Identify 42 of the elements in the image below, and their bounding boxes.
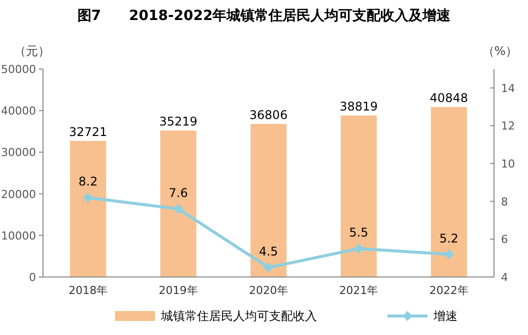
x-tick-label: 2018年 — [68, 284, 108, 297]
y2-tick-label: 4 — [501, 271, 508, 284]
point — [173, 204, 184, 214]
point — [83, 192, 94, 203]
y2-tick-label: 10 — [501, 158, 515, 171]
y2-tick-label: 12 — [501, 120, 515, 133]
y-tick-label: 40000 — [1, 104, 36, 118]
x-tick-label: 2020年 — [249, 284, 288, 297]
point — [264, 262, 274, 273]
data-label: 40848 — [430, 91, 468, 106]
chart-title: 图7 2018-2022年城镇常住居民人均可支配收入及增速 — [77, 8, 452, 24]
bar — [430, 107, 467, 277]
x-tick-label: 2021年 — [339, 284, 378, 297]
point — [444, 249, 454, 260]
data-label: 36806 — [249, 108, 288, 122]
y-tick-label: 30000 — [1, 146, 36, 160]
bar — [340, 116, 377, 277]
y-axis-title: （元） — [14, 44, 50, 58]
x-tick-label: 2019年 — [158, 284, 198, 297]
legend-label: 增速 — [432, 309, 458, 323]
bar — [160, 130, 196, 277]
bar — [70, 140, 106, 277]
data-label: 38819 — [340, 100, 378, 114]
data-label: 4.5 — [258, 244, 278, 259]
y2-tick-label: 6 — [501, 233, 508, 246]
y2-tick-label: 8 — [501, 195, 508, 208]
data-label: 32721 — [69, 124, 108, 139]
point — [354, 244, 364, 254]
x-tick-label: 2022年 — [429, 284, 468, 297]
y-tick-label: 20000 — [1, 188, 36, 201]
y2-axis-title: （%） — [482, 44, 518, 58]
data-label: 35219 — [159, 114, 198, 128]
data-label: 7.6 — [168, 186, 188, 200]
bar — [250, 124, 287, 277]
data-label: 5.5 — [349, 226, 368, 240]
data-label: 8.2 — [78, 174, 98, 189]
y-tick-label: 50000 — [1, 63, 36, 76]
y-tick-label: 10000 — [1, 229, 36, 242]
legend-label: 城镇常住居民人均可支配收入 — [160, 309, 317, 323]
y-tick-label: 0 — [29, 271, 36, 284]
y2-tick-label: 14 — [501, 82, 515, 95]
data-label: 5.2 — [439, 231, 458, 246]
